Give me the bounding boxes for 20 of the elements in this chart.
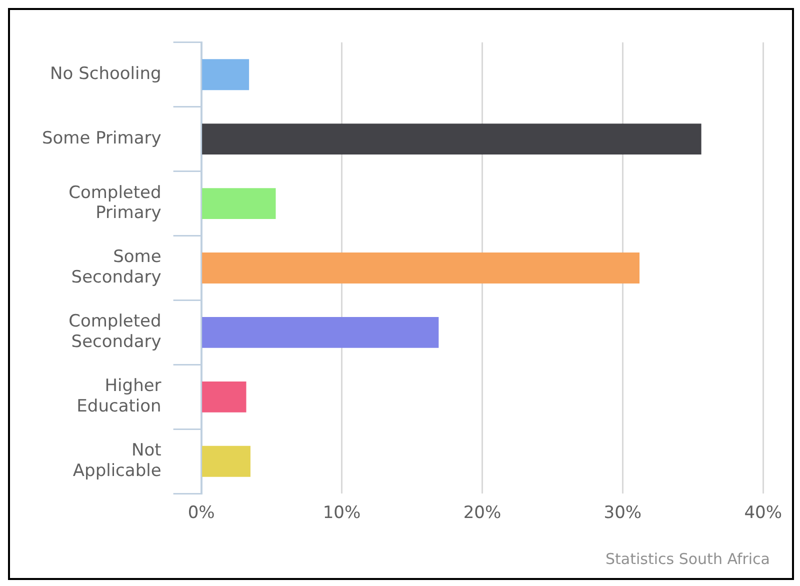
text: Statistics South Africa <box>606 550 770 568</box>
y-tick-label: Higher Education <box>76 376 162 417</box>
x-tick-label: 10% <box>322 503 361 524</box>
bar <box>202 59 250 90</box>
bar <box>202 446 250 477</box>
bar <box>202 188 276 220</box>
x-tick-label: 30% <box>604 503 642 524</box>
y-tick-label: Completed Primary <box>68 182 162 224</box>
y-tick-label: Some Secondary <box>71 247 162 288</box>
x-tick-label: 0% <box>188 503 215 524</box>
y-tick-label: Some Primary <box>42 128 162 149</box>
bar <box>202 124 702 155</box>
x-tick-label: 20% <box>463 503 502 524</box>
bar <box>202 316 439 348</box>
bar <box>202 252 640 284</box>
y-tick-label: No Schooling <box>50 64 162 84</box>
y-tick-label: Not Applicable <box>72 440 162 481</box>
y-tick-label: Completed Secondary <box>68 312 162 352</box>
bar <box>202 381 246 412</box>
x-tick-label: 40% <box>744 503 782 524</box>
